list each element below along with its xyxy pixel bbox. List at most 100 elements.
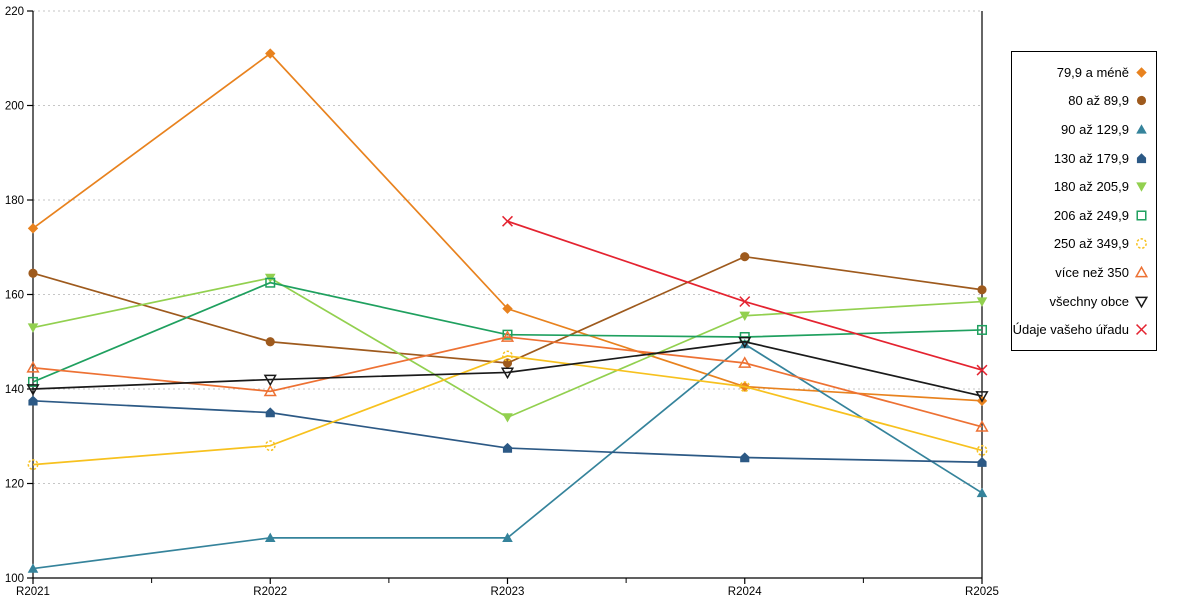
series-triangle-down-open: [26, 336, 989, 403]
x-axis-tick-label: R2022: [253, 586, 287, 598]
square-open-icon: [1136, 210, 1147, 221]
legend-label: 206 až 249,9: [1053, 207, 1129, 223]
square-open-icon: [27, 376, 39, 387]
x-axis-tick-label: R2021: [16, 586, 50, 598]
triangle-down-open-icon: [263, 374, 277, 387]
y-axis-tick-label: 220: [5, 6, 24, 18]
legend-item: 250 až 349,9: [1012, 236, 1156, 251]
triangle-up-open-icon: [26, 361, 40, 373]
legend-label: 80 až 89,9: [1068, 93, 1129, 109]
x-axis-tick-label: R2023: [491, 586, 525, 598]
triangle-up-open-icon: [263, 384, 277, 397]
legend-item: 130 až 179,9: [1012, 151, 1156, 166]
series-diamond: [27, 48, 988, 407]
x-axis-tick-label: R2025: [965, 586, 999, 598]
legend-item: 180 až 205,9: [1012, 179, 1156, 194]
pentagon-icon: [265, 407, 275, 418]
legend-item: 79,9 a méně: [1012, 65, 1156, 80]
y-axis-tick-label: 160: [5, 290, 24, 302]
circle-icon: [740, 252, 750, 262]
series-triangle-up: [27, 338, 988, 573]
pentagon-icon: [502, 442, 513, 453]
triangle-up-open-icon: [1134, 265, 1149, 278]
square-open-icon: [265, 277, 276, 288]
triangle-up-icon: [502, 532, 513, 542]
legend-item: více než 350: [1012, 265, 1156, 280]
diamond-icon: [1136, 67, 1147, 78]
circle-icon: [265, 337, 275, 347]
series-x-cross: [502, 215, 988, 376]
triangle-up-open-icon: [975, 420, 989, 432]
legend-item: Údaje vašeho úřadu: [1012, 322, 1156, 337]
x-cross-icon: [502, 215, 513, 227]
legend-label: 180 až 205,9: [1053, 179, 1129, 195]
triangle-down-open-icon: [26, 384, 40, 396]
legend-item: 206 až 249,9: [1012, 208, 1156, 223]
pentagon-icon: [1136, 152, 1147, 163]
triangle-up-icon: [1136, 124, 1147, 134]
triangle-down-icon: [1136, 182, 1147, 192]
triangle-down-icon: [27, 323, 39, 333]
diamond-icon: [502, 303, 513, 314]
pentagon-icon: [1136, 152, 1147, 163]
circle-icon: [1136, 96, 1147, 106]
pentagon-icon: [28, 395, 38, 406]
legend-label: všechny obce: [1049, 293, 1130, 309]
x-axis-tick-label: R2024: [728, 586, 762, 598]
y-axis-tick-label: 180: [5, 195, 24, 207]
legend-label: více než 350: [1055, 264, 1129, 280]
y-axis-tick-label: 140: [5, 384, 24, 396]
circle-dashed-open-icon: [27, 459, 39, 471]
triangle-down-open-icon: [1134, 296, 1149, 308]
pentagon-icon: [977, 457, 987, 467]
triangle-up-icon: [739, 338, 751, 349]
y-axis-tick-label: 200: [5, 101, 24, 113]
triangle-down-open-icon: [975, 391, 989, 403]
triangle-up-icon: [976, 487, 988, 498]
circle-icon: [977, 285, 987, 295]
series-pentagon: [28, 395, 987, 467]
x-cross-icon: [1136, 324, 1147, 336]
circle-icon: [1136, 96, 1147, 106]
y-axis-tick-label: 100: [5, 573, 24, 585]
triangle-down-icon: [1136, 182, 1147, 192]
legend-label: 250 až 349,9: [1053, 236, 1129, 252]
triangle-down-icon: [502, 413, 513, 423]
legend-item: 90 až 129,9: [1012, 122, 1156, 137]
triangle-up-icon: [27, 563, 39, 573]
triangle-up-open-icon: [500, 330, 515, 342]
diamond-icon: [265, 48, 276, 59]
series-square-open: [27, 277, 988, 387]
chart-legend: 79,9 a méně 80 až 89,9 90 až 129,9 130 až 1…: [1011, 51, 1157, 351]
y-axis-tick-label: 120: [5, 479, 24, 491]
triangle-down-open-icon: [500, 367, 515, 380]
triangle-up-open-icon: [1134, 265, 1149, 278]
legend-item: všechny obce: [1012, 294, 1156, 309]
triangle-down-icon: [739, 311, 751, 321]
x-cross-icon: [739, 296, 751, 308]
legend-item: 80 až 89,9: [1012, 93, 1156, 108]
triangle-up-icon: [264, 532, 276, 542]
circle-dashed-open-icon: [1136, 238, 1147, 250]
legend-label: 79,9 a méně: [1056, 64, 1129, 80]
square-open-icon: [976, 324, 988, 335]
circle-dashed-open-icon: [1136, 238, 1147, 250]
triangle-down-open-icon: [738, 336, 752, 349]
square-open-icon: [1136, 210, 1147, 221]
pentagon-icon: [740, 452, 750, 463]
legend-label: 90 až 129,9: [1061, 121, 1129, 137]
series-triangle-down: [27, 273, 988, 423]
x-cross-icon: [976, 364, 988, 376]
legend-label: 130 až 179,9: [1053, 150, 1129, 166]
legend-label: Údaje vašeho úřadu: [1012, 322, 1129, 338]
triangle-down-icon: [976, 297, 988, 307]
x-cross-icon: [1136, 324, 1147, 336]
triangle-up-icon: [1136, 124, 1147, 134]
triangle-down-open-icon: [1134, 296, 1149, 308]
axes: 100 120 140 160 180 200 220 R2021 R2022 R2023 R202…: [5, 6, 999, 598]
series-circle: [28, 252, 987, 368]
gridlines: [33, 10, 982, 484]
circle-icon: [28, 268, 38, 278]
